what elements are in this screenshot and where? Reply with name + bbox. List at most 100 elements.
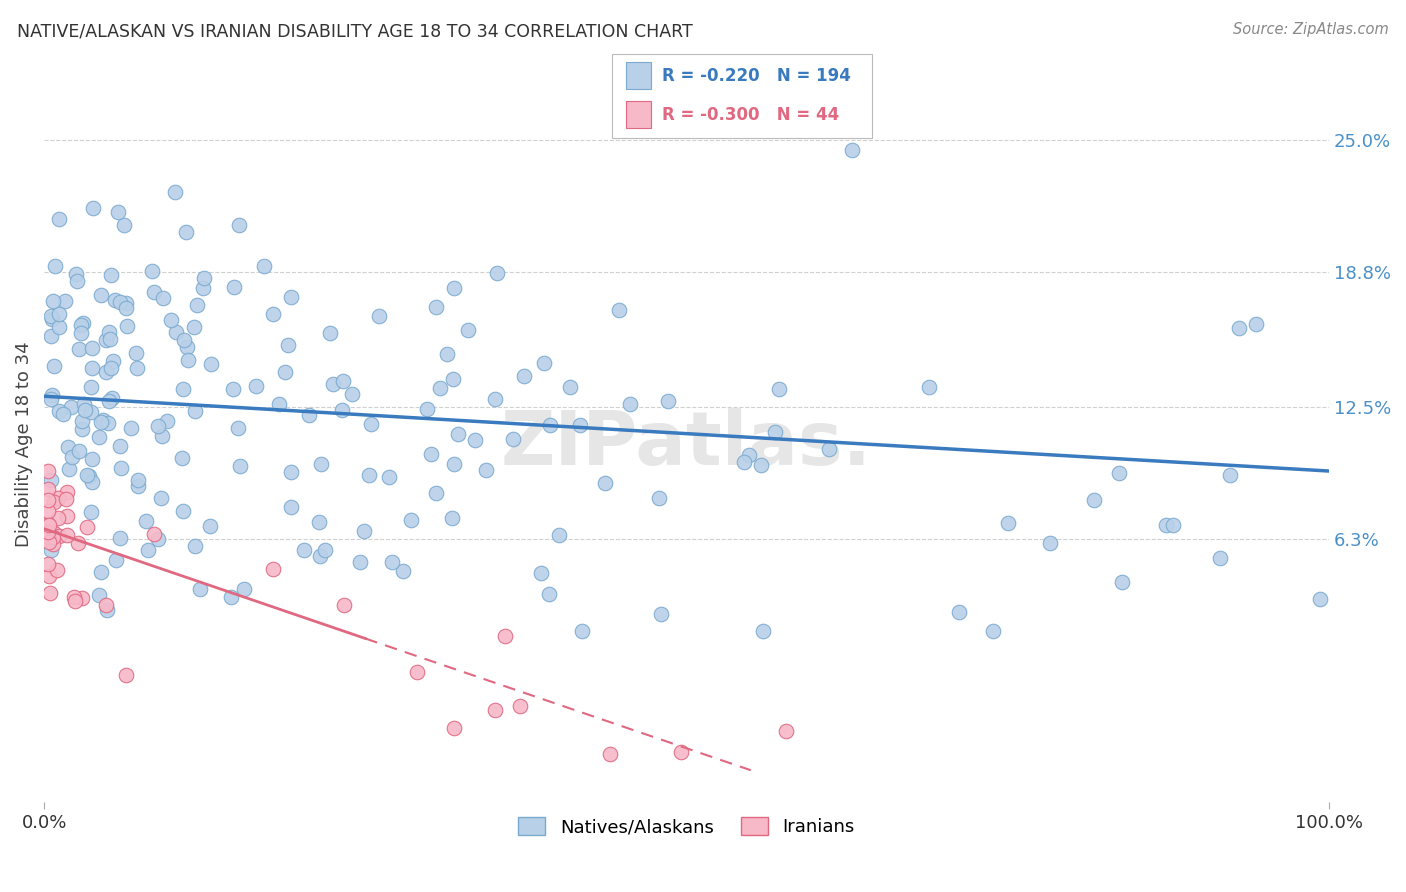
Point	[101, 391, 124, 405]
Point	[96, 598, 118, 612]
Point	[48, 211, 70, 226]
Point	[42, 536, 65, 550]
Point	[103, 353, 125, 368]
Point	[191, 281, 214, 295]
Point	[650, 607, 672, 621]
Point	[136, 543, 159, 558]
Point	[308, 515, 330, 529]
Point	[183, 320, 205, 334]
Point	[486, 266, 509, 280]
Point	[752, 624, 775, 639]
Point	[96, 603, 118, 617]
Point	[89, 565, 111, 579]
Point	[38, 517, 60, 532]
Point	[512, 368, 534, 383]
Point	[416, 401, 439, 416]
Point	[55, 491, 77, 506]
Point	[66, 536, 89, 550]
Point	[298, 408, 321, 422]
Point	[560, 380, 582, 394]
Point	[62, 591, 84, 605]
Point	[983, 624, 1005, 639]
Point	[94, 365, 117, 379]
Point	[69, 326, 91, 340]
Point	[72, 317, 94, 331]
Point	[53, 294, 76, 309]
Point	[70, 414, 93, 428]
Point	[357, 468, 380, 483]
Legend: Natives/Alaskans, Iranians: Natives/Alaskans, Iranians	[512, 810, 862, 843]
Point	[48, 528, 70, 542]
Point	[94, 333, 117, 347]
Point	[80, 452, 103, 467]
Point	[172, 382, 194, 396]
Point	[538, 417, 561, 432]
Point	[342, 387, 364, 401]
Point	[509, 698, 531, 713]
Point	[228, 218, 250, 232]
Point	[98, 394, 121, 409]
Text: Source: ZipAtlas.com: Source: ZipAtlas.com	[1233, 22, 1389, 37]
Point	[262, 307, 284, 321]
Y-axis label: Disability Age 18 to 34: Disability Age 18 to 34	[15, 342, 32, 547]
Point	[198, 519, 221, 533]
Point	[818, 442, 841, 457]
Point	[60, 450, 83, 464]
Point	[127, 478, 149, 492]
Point	[56, 508, 79, 523]
Point	[420, 447, 443, 461]
Point	[749, 458, 772, 472]
Point	[110, 439, 132, 453]
Point	[219, 591, 242, 605]
Point	[97, 417, 120, 431]
Point	[222, 280, 245, 294]
Point	[280, 289, 302, 303]
Point	[107, 205, 129, 219]
Point	[56, 440, 79, 454]
Point	[39, 328, 62, 343]
Point	[56, 484, 79, 499]
Point	[73, 402, 96, 417]
Point	[37, 516, 59, 531]
Point	[200, 357, 222, 371]
Point	[80, 341, 103, 355]
Point	[443, 721, 465, 735]
Point	[108, 532, 131, 546]
Point	[548, 528, 571, 542]
Point	[38, 569, 60, 583]
Point	[42, 530, 65, 544]
Point	[484, 392, 506, 406]
Point	[104, 293, 127, 307]
Point	[226, 420, 249, 434]
Point	[353, 524, 375, 539]
Point	[48, 403, 70, 417]
Point	[530, 566, 553, 580]
Point	[127, 473, 149, 487]
Point	[273, 365, 295, 379]
Point	[841, 143, 863, 157]
Point	[441, 372, 464, 386]
Point	[89, 429, 111, 443]
Point	[90, 416, 112, 430]
Point	[73, 397, 96, 411]
Point	[39, 543, 62, 558]
Point	[48, 307, 70, 321]
Point	[46, 491, 69, 505]
Point	[160, 313, 183, 327]
Point	[39, 309, 62, 323]
Point	[134, 514, 156, 528]
Point	[309, 457, 332, 471]
Point	[1108, 466, 1130, 480]
Point	[63, 594, 86, 608]
Point	[44, 259, 66, 273]
Point	[115, 296, 138, 310]
Point	[72, 591, 94, 605]
Point	[763, 425, 786, 440]
Point	[70, 422, 93, 436]
Point	[150, 428, 173, 442]
Point	[425, 486, 447, 500]
Point	[1219, 468, 1241, 483]
Point	[184, 403, 207, 417]
Point	[360, 417, 382, 432]
Point	[51, 408, 73, 422]
